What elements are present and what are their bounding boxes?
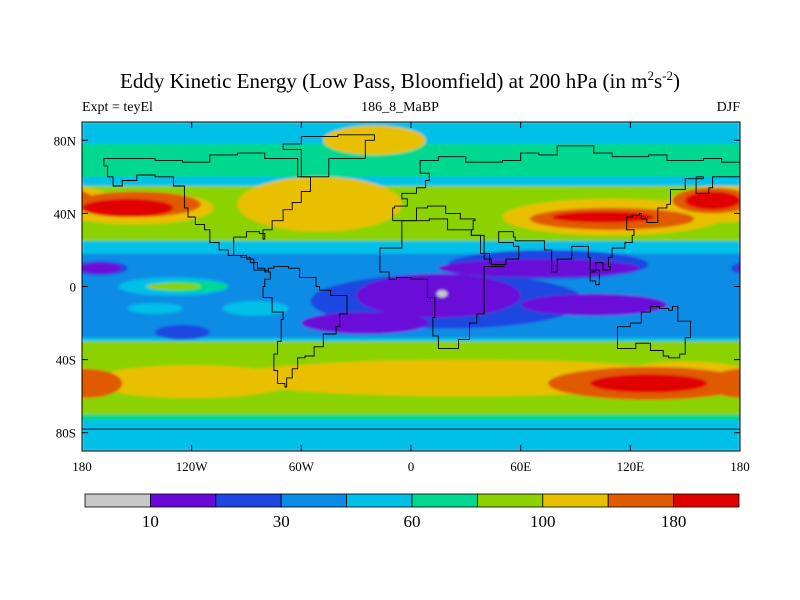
colorbar-box-4	[346, 493, 413, 508]
title-close: )	[672, 69, 680, 93]
coastlines	[82, 134, 740, 451]
colorbar-box-1	[149, 493, 217, 508]
coastline-1	[262, 265, 348, 388]
field-contour-region-23	[590, 374, 708, 393]
field-contour-region-wrap-19	[707, 368, 740, 398]
colorbar-label-3: 100	[530, 512, 556, 531]
energy-field	[82, 122, 740, 451]
field-contour-region-13	[91, 365, 293, 398]
title-superscript-minus2: -2	[662, 68, 673, 83]
colorbar-box-8	[607, 493, 675, 508]
y-tick-label-1: 40N	[54, 206, 77, 221]
x-tick-label-1: 120W	[176, 459, 209, 474]
colorbar-label-2: 60	[404, 512, 421, 531]
field-contour-region-38	[82, 262, 123, 274]
field-contour-region-29	[127, 302, 183, 314]
field-contour-region-21	[551, 211, 655, 223]
field-contour-region-wrap-32	[730, 262, 740, 274]
coastline-6	[617, 306, 692, 359]
coastline-0	[103, 152, 311, 273]
coastline-2	[282, 134, 375, 178]
experiment-label: Expt = teyEl	[82, 100, 153, 115]
map-title: Eddy Kinetic Energy (Low Pass, Bloomfiel…	[0, 68, 800, 94]
field-contour-region-wrap-18	[82, 376, 92, 391]
colorbar-label-1: 30	[273, 512, 290, 531]
title-text: Eddy Kinetic Energy (Low Pass, Bloomfiel…	[120, 69, 648, 93]
title-superscript-2: 2	[647, 68, 654, 83]
field-contour-region-39	[436, 290, 448, 298]
y-tick-label-4: 80S	[56, 426, 76, 441]
field-contour-region-33	[155, 324, 210, 340]
colorbar-box-9	[673, 493, 740, 508]
colorbar-label-4: 180	[661, 512, 687, 531]
coastline-3	[392, 145, 740, 221]
field-contour-region-35	[520, 293, 667, 316]
field-contour-region-26	[222, 301, 289, 316]
colorbar-box-3	[280, 493, 348, 508]
y-tick-label-3: 40S	[56, 353, 76, 368]
x-tick-label-5: 120E	[617, 459, 645, 474]
colorbar-box-5	[411, 493, 478, 508]
field-contour-region-37	[438, 259, 640, 278]
title-s: s	[653, 69, 663, 93]
colorbar-box-2	[215, 493, 282, 508]
field-contour-region-20	[82, 198, 174, 218]
x-axis: 180 120W 60W 0 60E 120E 180	[72, 122, 750, 474]
field-contour-region-28	[145, 282, 201, 291]
field-contour-region-22	[685, 191, 740, 210]
season-label: DJF	[716, 100, 740, 115]
colorbar-box-7	[542, 493, 609, 508]
field-contour-region-8	[237, 176, 402, 232]
x-tick-label-6: 180	[730, 459, 750, 474]
field-contour-region-36	[301, 312, 430, 335]
x-tick-label-2: 60W	[289, 459, 315, 474]
coastline-5	[379, 218, 505, 350]
field-contour-region-wrap-15	[730, 197, 740, 211]
run-label: 186_8_MaBP	[361, 100, 439, 115]
coastline-7	[82, 428, 740, 451]
colorbar-box-0	[84, 493, 151, 508]
field-contour-region-wrap-38	[736, 265, 740, 272]
y-tick-label-2: 0	[70, 280, 77, 295]
colorbar-label-0: 10	[142, 512, 159, 531]
colorbar: 10 30 60 100 180	[84, 493, 740, 531]
colorbar-box-6	[476, 493, 544, 508]
x-tick-label-3: 0	[408, 459, 415, 474]
field-contour-region-19	[82, 368, 123, 398]
y-axis: 80N 40N 0 40S 80S	[54, 133, 740, 441]
x-tick-label-4: 60E	[510, 459, 531, 474]
x-tick-label-0: 180	[72, 459, 92, 474]
y-tick-label-0: 80N	[54, 133, 77, 148]
